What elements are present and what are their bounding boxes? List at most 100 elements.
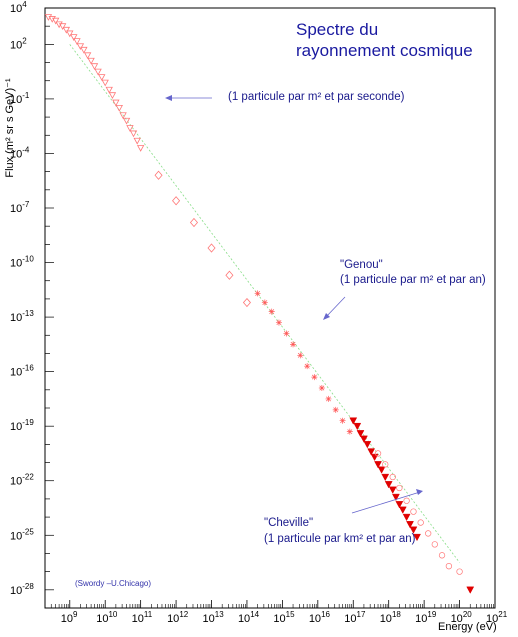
data-point [409,526,418,534]
data-point [297,352,304,359]
data-point [384,481,393,489]
data-point [431,541,438,548]
arrow-seconde-head [165,95,172,101]
data-point [381,473,390,482]
y-tick-label: 10-13 [10,309,34,324]
x-tick-label: 1015 [273,610,295,625]
data-point [283,330,290,337]
x-tick-label-exp: 21 [498,610,507,619]
x-tick-label-exp: 15 [286,610,295,619]
x-tick-label: 1016 [309,610,331,625]
x-tick-label: 1011 [132,610,153,625]
x-tick-label: 1019 [415,610,437,625]
x-tick-label-base: 10 [486,613,498,625]
data-point [73,38,81,45]
data-point [98,74,106,81]
data-point [318,384,325,391]
data-point [70,34,78,41]
data-point [402,513,411,522]
data-point [80,46,88,54]
x-tick-label: 1021 [486,610,508,625]
data-point [425,530,432,537]
y-tick-label-base: 10 [10,3,22,15]
data-point [360,435,368,443]
data-point [395,501,404,509]
data-point [332,406,339,413]
x-tick-label: 1010 [96,610,118,625]
x-tick-label: 1020 [451,610,473,625]
data-point [189,217,199,228]
data-point [389,473,396,481]
data-point [413,533,421,542]
data-point [115,105,123,112]
data-point [363,441,372,449]
x-tick-label: 1014 [238,610,260,625]
y-tick-label: 10-19 [10,418,34,433]
y-tick-label-exp: -16 [22,364,34,373]
series-diamond-open [154,170,251,308]
data-point [154,170,163,180]
data-point [172,196,181,206]
x-tick-label-exp: 16 [321,610,330,619]
x-tick-label-base: 10 [167,613,179,625]
y-tick-label: 10-7 [10,200,30,215]
x-tick-label: 1017 [344,610,366,625]
data-point [275,319,282,326]
data-point [388,486,397,494]
arrow-genou [324,296,346,319]
y-tick-label-base: 10 [10,94,22,106]
series-triangle-open [44,14,145,152]
x-tick-label-base: 10 [96,613,108,625]
y-tick-label-exp: -28 [22,582,34,591]
data-point [126,125,134,132]
y-tick-label-exp: -22 [22,473,34,482]
y-tick-label-exp: -13 [22,309,34,318]
y-tick-label-base: 10 [10,585,22,597]
x-tick-label-base: 10 [132,613,144,625]
annotation-cheville-title: "Cheville" [264,517,313,529]
series-star [254,290,353,435]
plot-frame [44,7,496,609]
data-point [136,145,145,152]
y-tick-label-base: 10 [10,203,22,215]
y-tick-label: 104 [10,0,27,15]
y-tick-label-base: 10 [10,258,22,270]
series-circle-open [374,450,463,575]
data-point [377,466,386,474]
data-point [392,493,400,502]
data-point [406,521,414,529]
data-point [410,508,417,515]
data-point [261,299,268,306]
y-tick-label-base: 10 [10,476,22,488]
x-tick-label-exp: 18 [392,610,401,619]
y-tick-label-exp: -4 [22,145,30,154]
data-point [339,417,346,424]
data-point [438,552,446,559]
data-point [87,57,95,65]
data-point [225,270,234,280]
y-tick-label: 102 [10,36,27,51]
data-point [112,99,120,107]
y-tick-label: 10-10 [10,255,34,270]
y-tick-label-base: 10 [10,312,22,324]
y-tick-label: 10-1 [10,91,30,106]
y-tick-label: 10-4 [10,145,30,160]
data-point [398,506,407,514]
y-tick-label-base: 10 [10,530,22,542]
data-point [403,497,410,504]
data-point [48,16,56,23]
x-tick-label-base: 10 [451,613,463,625]
y-tick-label-base: 10 [10,421,22,433]
data-point [367,448,376,456]
x-tick-label: 109 [61,610,78,625]
x-tick-label-exp: 17 [357,610,366,619]
data-point [349,417,358,425]
annotation-seconde: (1 particule par m² et par seconde) [228,91,405,103]
y-tick-label-exp: 4 [22,0,27,9]
data-point [133,137,141,145]
data-point [311,374,318,381]
annotation-genou-desc: (1 particule par m² et par an) [340,274,486,286]
x-tick-label-exp: 19 [427,610,436,619]
y-axis-label: Flux (m² sr s GeV)⁻¹ [4,78,16,178]
data-point [101,79,109,87]
